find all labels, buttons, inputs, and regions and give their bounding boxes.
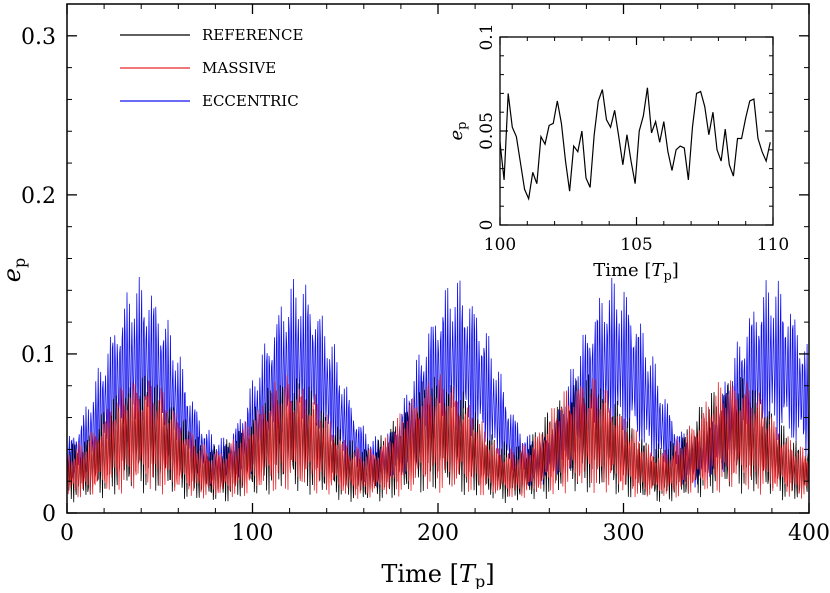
inset-background bbox=[500, 37, 773, 225]
legend-entry-massive: MASSIVE bbox=[120, 59, 276, 77]
inset-series-group bbox=[499, 87, 771, 201]
inset-y-ticks: 0 0.05 0.1 bbox=[477, 23, 773, 230]
legend-label-reference: REFERENCE bbox=[202, 26, 303, 44]
main-x-ticks: 0 100 200 300 400 bbox=[60, 4, 830, 546]
main-x-tick-label: 100 bbox=[232, 521, 274, 546]
inset-plot: 100 105 110 0 0.05 0.1 Time [Tp] ep bbox=[446, 23, 789, 284]
series-line-massive bbox=[66, 374, 810, 499]
legend: REFERENCE MASSIVE ECCENTRIC bbox=[120, 26, 303, 110]
main-x-axis-title: Time [Tp] bbox=[381, 560, 494, 589]
legend-entry-reference: REFERENCE bbox=[120, 26, 303, 44]
inset-x-ticks: 100 105 110 bbox=[484, 37, 789, 255]
main-y-tick-label: 0.3 bbox=[21, 25, 56, 50]
inset-x-tick-label: 110 bbox=[757, 235, 789, 255]
main-series-group bbox=[66, 276, 810, 503]
inset-series-line-reference bbox=[499, 87, 771, 201]
legend-label-eccentric: ECCENTRIC bbox=[202, 92, 299, 110]
main-x-tick-label: 400 bbox=[788, 521, 830, 546]
main-y-tick-label: 0.2 bbox=[21, 184, 56, 209]
main-y-ticks: 0 0.1 0.2 0.3 bbox=[21, 25, 809, 527]
main-y-tick-label: 0.1 bbox=[21, 343, 56, 368]
main-y-axis-title: ep bbox=[0, 258, 29, 282]
legend-label-massive: MASSIVE bbox=[202, 59, 276, 77]
main-y-tick-label: 0 bbox=[42, 502, 56, 527]
inset-y-tick-label: 0 bbox=[477, 220, 497, 231]
inset-y-tick-label: 0.1 bbox=[477, 23, 497, 50]
main-plot: 0 100 200 300 400 0 0.1 0.2 0.3 Time [Tp] ep RE… bbox=[0, 3, 830, 591]
inset-x-axis-title: Time [Tp] bbox=[593, 260, 679, 284]
inset-y-tick-label: 0.05 bbox=[477, 112, 497, 150]
inset-x-tick-label: 105 bbox=[620, 235, 652, 255]
legend-entry-eccentric: ECCENTRIC bbox=[120, 92, 299, 110]
main-x-tick-label: 200 bbox=[417, 521, 459, 546]
inset-x-tick-label: 100 bbox=[484, 235, 516, 255]
main-x-tick-label: 0 bbox=[60, 521, 74, 546]
main-x-tick-label: 300 bbox=[603, 521, 645, 546]
inset-y-axis-title: ep bbox=[446, 122, 470, 141]
